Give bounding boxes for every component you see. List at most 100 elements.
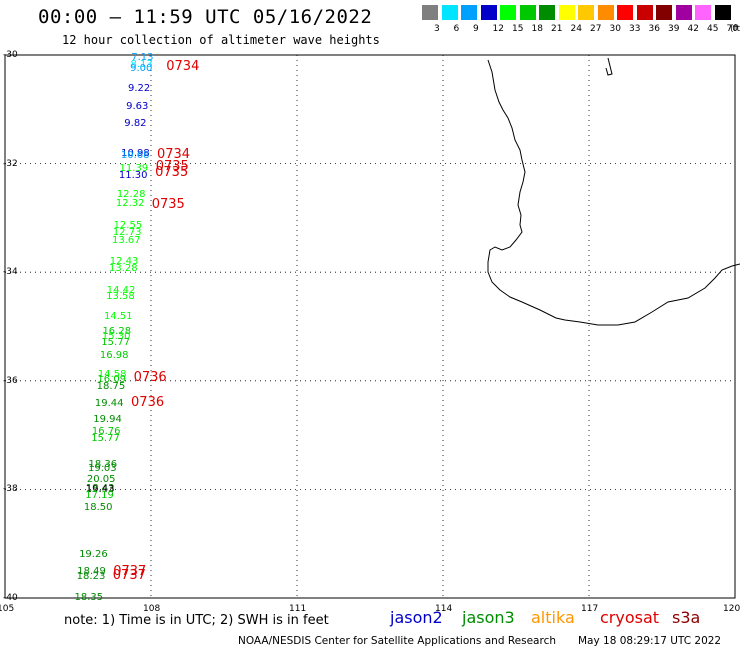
legend-swatch [597, 5, 614, 20]
wave-height-value: 12.28 [116, 189, 146, 201]
legend-swatch [519, 5, 536, 20]
wave-height-value: 18.23 [76, 571, 106, 583]
legend-swatch [617, 5, 633, 20]
latitude-label: -38 [3, 484, 18, 495]
legend-swatch [636, 5, 653, 20]
wave-height-value: 19.44 [94, 397, 124, 409]
satellite-name: s3a [672, 608, 701, 627]
wave-height-value: 16.28 [102, 325, 132, 337]
wave-height-value: 9.82 [124, 117, 147, 129]
legend-label: 3 [434, 24, 440, 34]
satellite-name: cryosat [600, 608, 660, 627]
satellite-name: jason2 [390, 608, 443, 627]
legend-swatch [480, 5, 497, 20]
wave-height-value: 9.63 [126, 100, 149, 112]
wave-height-value: 18.75 [96, 381, 126, 393]
wave-height-value: 17.19 [85, 489, 114, 501]
legend-label: 6 [453, 24, 460, 34]
pass-time: 0735 [151, 197, 185, 213]
legend-swatch [578, 5, 594, 20]
legend-label: 12 [492, 24, 504, 34]
wave-height-value: 10.98 [121, 147, 150, 159]
wave-height-value: 20.05 [86, 474, 116, 486]
wave-height-value: 8.13 [130, 58, 153, 70]
legend-label: 21 [551, 24, 563, 34]
wave-height-value: 9.22 [127, 82, 151, 94]
chart-title: 00:00 – 11:59 UTC 05/16/2022 [38, 6, 373, 28]
legend-label: 45 [707, 24, 719, 34]
grid-lines [5, 55, 735, 598]
credit-line: NOAA/NESDIS Center for Satellite Applica… [238, 635, 556, 647]
legend-swatch [500, 5, 516, 20]
legend-label: 36 [648, 24, 660, 34]
chart-subtitle: 12 hour collection of altimeter wave hei… [62, 33, 380, 47]
wave-height-value: 18.50 [83, 502, 113, 514]
legend-swatch [656, 5, 672, 20]
wave-height-value: 7.13 [131, 51, 154, 63]
legend-swatch [675, 5, 692, 20]
legend-swatch [695, 5, 711, 20]
wave-height-value: 14.51 [104, 310, 133, 322]
wave-height-value: 12.73 [112, 227, 142, 239]
wave-height-value: 19.94 [93, 413, 122, 425]
legend-label: 27 [590, 24, 602, 34]
map-frame [4, 54, 736, 599]
legend-label: 33 [629, 24, 641, 34]
pass-time: 0737 [113, 563, 147, 579]
wave-height-value: 19.43 [85, 484, 115, 496]
wave-height-value: 12.55 [113, 220, 143, 232]
wave-height-value: 18.36 [88, 458, 118, 470]
wave-height-value: 19.26 [79, 548, 108, 560]
pass-time: 0736 [133, 370, 167, 386]
legend-label: 15 [512, 24, 524, 34]
wave-height-value: 13.28 [109, 263, 138, 275]
legend-swatch [441, 5, 458, 20]
legend-label: 9 [473, 24, 479, 34]
legend-swatch [422, 5, 438, 20]
legend-label: 24 [570, 24, 582, 34]
legend-swatch [461, 5, 477, 20]
legend-label: 39 [668, 24, 680, 34]
wave-height-value: 18.49 [77, 565, 106, 577]
wave-height-value: 9.00 [130, 62, 153, 74]
wave-height-value: 13.58 [106, 290, 135, 302]
wave-height-value: 16.09 [97, 373, 127, 385]
longitude-label: 108 [143, 604, 161, 614]
longitude-label: 120 [723, 604, 740, 614]
pass-time: 0735 [155, 159, 189, 175]
pass-time: 0735 [155, 164, 189, 180]
longitude-label: 111 [289, 604, 307, 614]
footer-note: note: 1) Time is in UTC; 2) SWH is in fe… [64, 613, 329, 628]
latitude-label: -30 [3, 50, 18, 60]
legend-swatch [539, 5, 555, 20]
wave-height-value: 18.35 [74, 592, 104, 603]
generated-timestamp: May 18 08:29:17 UTC 2022 [578, 635, 722, 647]
satellite-name: altika [531, 608, 575, 627]
wave-height-value: 12.32 [115, 198, 145, 210]
legend-swatch [714, 5, 731, 20]
pass-time: 0736 [131, 394, 165, 410]
pass-time: 0734 [166, 58, 200, 74]
wave-height-value: 14.42 [106, 285, 136, 297]
wave-height-value: 13.67 [112, 234, 141, 246]
legend-label: 18 [531, 24, 543, 34]
wave-height-value: 16.76 [91, 426, 121, 438]
wave-height-value: 15.77 [91, 432, 120, 444]
latitude-label: -34 [3, 267, 18, 278]
satellite-name: jason3 [462, 608, 515, 627]
legend-label: 42 [687, 24, 699, 34]
longitude-label: 117 [581, 604, 599, 614]
australia-coastline [487, 59, 740, 326]
legend-label: 70 [726, 24, 738, 34]
wave-height-value: 11.39 [119, 163, 149, 175]
pass-time: 0734 [156, 147, 191, 163]
wave-height-value: 14.58 [97, 369, 127, 381]
latitude-label: -40 [3, 593, 18, 603]
legend-swatch [558, 5, 575, 20]
wave-height-value: 11.30 [118, 169, 148, 181]
pass-time: 0737 [112, 568, 146, 584]
wave-height-value: 15.30 [101, 331, 131, 343]
latitude-label: -32 [3, 158, 18, 169]
latitude-label: -36 [3, 375, 18, 386]
